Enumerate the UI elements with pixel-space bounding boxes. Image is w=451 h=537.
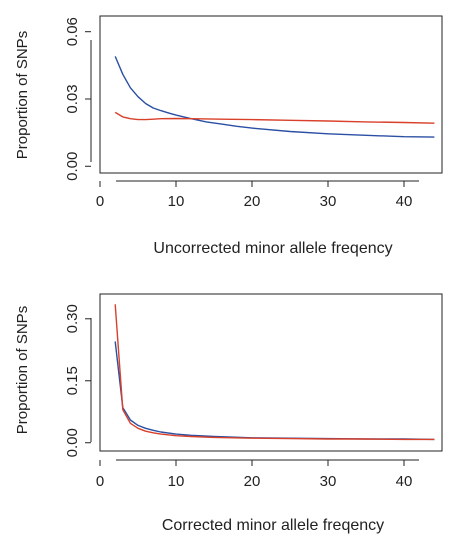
y-tick-label: 0.30	[64, 304, 81, 333]
plot-frame	[99, 293, 443, 452]
y-ticks: 0.00 0.15 0.30	[64, 304, 91, 457]
series-group	[114, 56, 435, 138]
y-axis-label: Proportion of SNPs	[14, 306, 31, 434]
series-group	[114, 304, 435, 441]
x-tick-label: 40	[396, 193, 413, 210]
y-ticks: 0.00 0.03 0.06	[64, 17, 91, 181]
y-tick-label: 0.06	[64, 17, 81, 46]
series-line-red	[114, 304, 435, 441]
x-tick-label: 10	[168, 473, 185, 490]
x-ticks: 0 10 20 30 40	[96, 460, 413, 490]
y-tick-label: 0.00	[64, 428, 81, 457]
x-tick-label: 20	[244, 473, 261, 490]
x-tick-label: 0	[96, 193, 104, 210]
y-axis-label: Proportion of SNPs	[14, 31, 31, 159]
x-tick-label: 30	[320, 473, 337, 490]
chart-panel-corrected: 0.00 0.15 0.30 0 10 20 30 40 Proportion of SNP…	[14, 293, 443, 534]
x-tick-label: 10	[168, 193, 185, 210]
x-tick-label: 20	[244, 193, 261, 210]
y-tick-label: 0.15	[64, 366, 81, 395]
x-tick-label: 0	[96, 473, 104, 490]
x-ticks: 0 10 20 30 40	[96, 181, 413, 210]
y-axis: 0.00 0.15 0.30	[64, 304, 92, 457]
x-axis-label: Corrected minor allele freqency	[162, 517, 384, 534]
series-line-blue	[114, 341, 435, 441]
x-tick-label: 40	[396, 473, 413, 490]
series-line-red	[114, 111, 435, 124]
chart-panel-uncorrected: 0.00 0.03 0.06 0 10 20 30 40 Proportion of SNP…	[14, 15, 443, 257]
x-axis: 0 10 20 30 40	[96, 180, 419, 210]
series-line-blue	[114, 56, 435, 138]
y-tick-label: 0.03	[64, 84, 81, 113]
y-axis: 0.00 0.03 0.06	[64, 17, 92, 181]
plot-frame	[99, 15, 443, 174]
y-tick-label: 0.00	[64, 152, 81, 181]
x-axis: 0 10 20 30 40	[96, 459, 419, 490]
x-axis-label: Uncorrected minor allele freqency	[153, 240, 392, 257]
x-tick-label: 30	[320, 193, 337, 210]
